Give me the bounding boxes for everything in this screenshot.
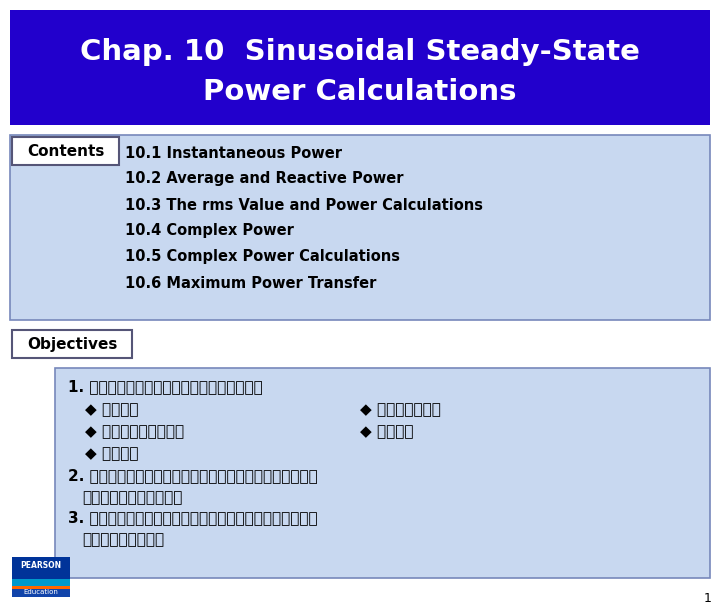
Bar xyxy=(55,368,710,578)
Text: 在此條件下之負載阻抗。: 在此條件下之負載阻抗。 xyxy=(82,490,182,506)
Bar xyxy=(12,557,70,579)
Bar xyxy=(12,589,70,597)
Text: 1: 1 xyxy=(704,591,712,605)
Text: Objectives: Objectives xyxy=(27,336,117,351)
Text: 10.1 Instantaneous Power: 10.1 Instantaneous Power xyxy=(125,146,342,160)
Text: 10.4 Complex Power: 10.4 Complex Power xyxy=(125,223,294,239)
Text: 10.3 The rms Value and Power Calculations: 10.3 The rms Value and Power Calculation… xyxy=(125,197,483,212)
Text: 10.5 Complex Power Calculations: 10.5 Complex Power Calculations xyxy=(125,249,400,265)
Text: 2. 了解最大實功率傳送至一交流電路負載之情況，並能計算: 2. 了解最大實功率傳送至一交流電路負載之情況，並能計算 xyxy=(68,469,318,484)
Text: 3. 在具有線性變壓器及理想變壓器之交流電路中，能計算所: 3. 在具有線性變壓器及理想變壓器之交流電路中，能計算所 xyxy=(68,510,318,526)
Bar xyxy=(12,330,132,358)
Text: Chap. 10  Sinusoidal Steady-State: Chap. 10 Sinusoidal Steady-State xyxy=(80,38,640,66)
Text: 有形式之交流功率。: 有形式之交流功率。 xyxy=(82,532,164,548)
Bar xyxy=(12,557,70,597)
Text: Contents: Contents xyxy=(27,143,104,158)
Bar xyxy=(12,579,70,587)
Text: 10.6 Maximum Power Transfer: 10.6 Maximum Power Transfer xyxy=(125,276,377,291)
Bar xyxy=(12,137,119,165)
Text: 1. 了解交流功率觀念、相互關係及如何計算：: 1. 了解交流功率觀念、相互關係及如何計算： xyxy=(68,379,263,395)
Text: ◆ 無效功率（虛功率）: ◆ 無效功率（虛功率） xyxy=(85,424,184,439)
Text: ◆ 功率因數: ◆ 功率因數 xyxy=(85,447,138,461)
Text: Education: Education xyxy=(24,589,58,595)
Text: ◆ 瞬時功率: ◆ 瞬時功率 xyxy=(85,402,138,418)
Text: Power Calculations: Power Calculations xyxy=(203,78,517,106)
Text: ◆ 複數功率: ◆ 複數功率 xyxy=(360,424,413,439)
Bar xyxy=(12,586,70,589)
Text: PEARSON: PEARSON xyxy=(20,561,62,571)
Text: 10.2 Average and Reactive Power: 10.2 Average and Reactive Power xyxy=(125,172,403,186)
Text: ◆ 平均（實）功率: ◆ 平均（實）功率 xyxy=(360,402,441,418)
Bar xyxy=(10,135,710,320)
Bar xyxy=(10,10,710,125)
